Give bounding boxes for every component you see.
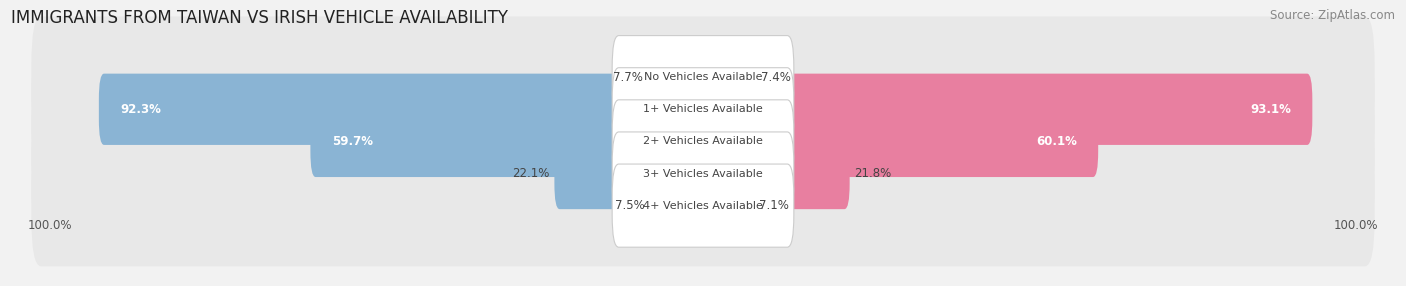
FancyBboxPatch shape xyxy=(612,35,794,119)
FancyBboxPatch shape xyxy=(98,74,709,145)
Text: Source: ZipAtlas.com: Source: ZipAtlas.com xyxy=(1270,9,1395,21)
FancyBboxPatch shape xyxy=(648,41,709,113)
FancyBboxPatch shape xyxy=(612,132,794,215)
FancyBboxPatch shape xyxy=(31,17,1375,138)
Text: 22.1%: 22.1% xyxy=(512,167,550,180)
FancyBboxPatch shape xyxy=(697,170,754,241)
FancyBboxPatch shape xyxy=(554,138,709,209)
FancyBboxPatch shape xyxy=(31,49,1375,170)
FancyBboxPatch shape xyxy=(650,170,709,241)
Text: 7.4%: 7.4% xyxy=(761,71,790,84)
Text: 21.8%: 21.8% xyxy=(855,167,891,180)
Text: 7.5%: 7.5% xyxy=(614,199,644,212)
FancyBboxPatch shape xyxy=(31,81,1375,202)
Text: 3+ Vehicles Available: 3+ Vehicles Available xyxy=(643,168,763,178)
Text: 60.1%: 60.1% xyxy=(1036,135,1077,148)
FancyBboxPatch shape xyxy=(697,41,756,113)
FancyBboxPatch shape xyxy=(697,138,849,209)
Text: 7.1%: 7.1% xyxy=(759,199,789,212)
Text: 59.7%: 59.7% xyxy=(332,135,373,148)
FancyBboxPatch shape xyxy=(612,100,794,183)
Text: 4+ Vehicles Available: 4+ Vehicles Available xyxy=(643,200,763,210)
FancyBboxPatch shape xyxy=(612,68,794,151)
FancyBboxPatch shape xyxy=(31,113,1375,234)
FancyBboxPatch shape xyxy=(311,106,709,177)
Text: 100.0%: 100.0% xyxy=(1333,219,1378,232)
Text: 7.7%: 7.7% xyxy=(613,71,644,84)
Text: 1+ Vehicles Available: 1+ Vehicles Available xyxy=(643,104,763,114)
Text: 100.0%: 100.0% xyxy=(28,219,73,232)
Text: 2+ Vehicles Available: 2+ Vehicles Available xyxy=(643,136,763,146)
Text: 93.1%: 93.1% xyxy=(1250,103,1291,116)
FancyBboxPatch shape xyxy=(697,74,1312,145)
Text: 92.3%: 92.3% xyxy=(121,103,162,116)
FancyBboxPatch shape xyxy=(31,145,1375,266)
FancyBboxPatch shape xyxy=(612,164,794,247)
FancyBboxPatch shape xyxy=(697,106,1098,177)
Text: No Vehicles Available: No Vehicles Available xyxy=(644,72,762,82)
Text: IMMIGRANTS FROM TAIWAN VS IRISH VEHICLE AVAILABILITY: IMMIGRANTS FROM TAIWAN VS IRISH VEHICLE … xyxy=(11,9,508,27)
